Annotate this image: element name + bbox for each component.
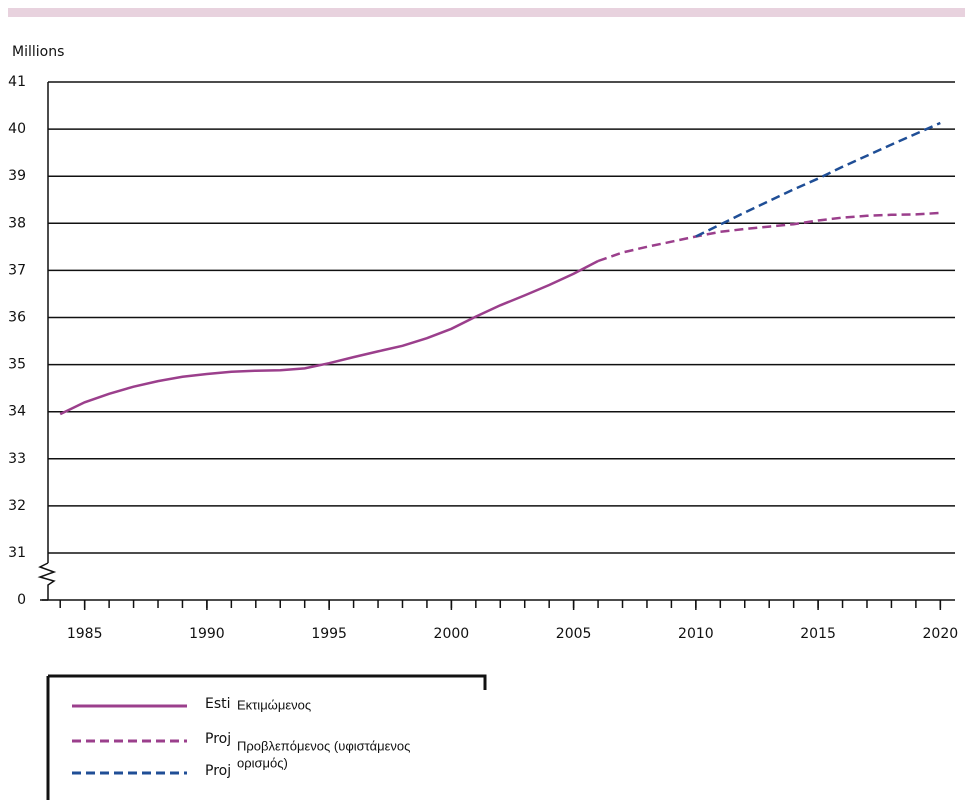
y-tick-label: 39 <box>8 168 26 184</box>
x-tick-label: 2005 <box>556 626 592 642</box>
y-tick-label: 0 <box>17 592 26 608</box>
top-band <box>8 8 965 17</box>
series-line <box>597 211 941 263</box>
legend-overlay-bg <box>232 694 482 774</box>
x-tick-label: 2000 <box>434 626 470 642</box>
series-line <box>695 121 941 238</box>
x-tick-label: 1995 <box>311 626 347 642</box>
legend-label: Proj <box>205 731 231 747</box>
y-tick-label: 34 <box>8 404 26 420</box>
x-tick-label: 2015 <box>800 626 836 642</box>
legend-translation: Εκτιμώμενος <box>237 697 311 712</box>
legend-translation: Προβλεπόμενος (υφιστάμενος <box>237 738 410 753</box>
legend-translation: ορισμός) <box>237 755 288 770</box>
y-tick-label: 37 <box>8 262 26 278</box>
x-tick-label: 2020 <box>923 626 959 642</box>
series-line <box>59 259 599 416</box>
legend: Esti Proj Proj Εκτιμώμενος Προβλεπόμενος (υφ… <box>46 674 487 800</box>
x-tick-label: 2010 <box>678 626 714 642</box>
y-tick-label: 40 <box>8 121 26 137</box>
x-tick-label: 1985 <box>67 626 103 642</box>
y-tick-label: 41 <box>8 74 26 90</box>
y-tick-label: 33 <box>8 451 26 467</box>
y-tick-label: 32 <box>8 498 26 514</box>
legend-frame <box>46 674 487 800</box>
y-tick-label: 31 <box>8 545 26 561</box>
x-tick-label: 1990 <box>189 626 225 642</box>
y-tick-label: 36 <box>8 310 26 326</box>
y-tick-label: 35 <box>8 357 26 373</box>
y-axis-label: Millions <box>12 44 64 60</box>
legend-label: Esti <box>205 696 231 712</box>
axis-break <box>37 562 57 600</box>
y-tick-label: 38 <box>8 215 26 231</box>
legend-label: Proj <box>205 763 231 779</box>
